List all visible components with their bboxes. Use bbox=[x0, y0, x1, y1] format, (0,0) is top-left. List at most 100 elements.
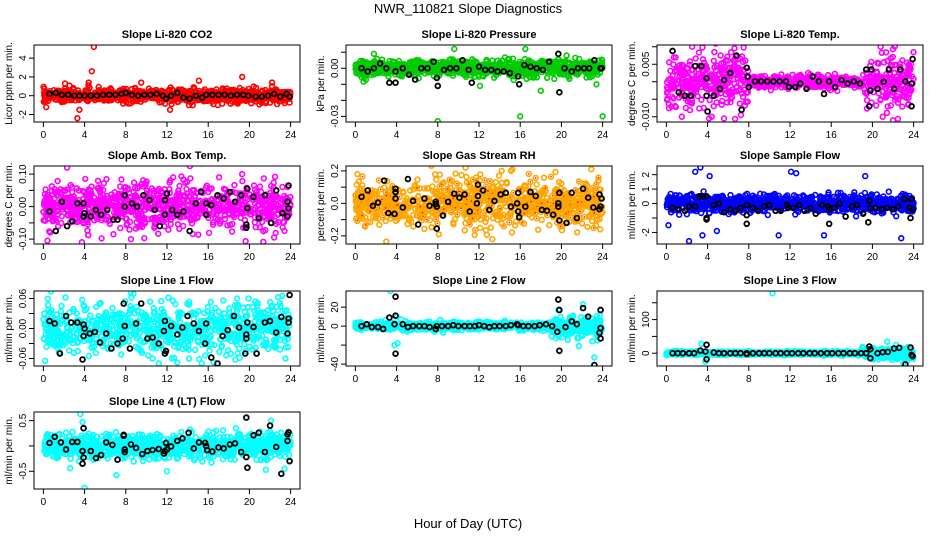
data-point bbox=[492, 178, 499, 186]
data-point bbox=[116, 183, 124, 190]
data-point bbox=[166, 179, 173, 186]
data-point bbox=[669, 93, 676, 101]
data-point bbox=[131, 185, 139, 192]
data-point bbox=[191, 186, 198, 194]
outlier-point bbox=[127, 235, 135, 243]
data-point bbox=[447, 180, 454, 187]
data-point-inner bbox=[379, 188, 382, 191]
data-point bbox=[439, 60, 447, 67]
data-point bbox=[428, 166, 435, 169]
hourly-mean-point bbox=[405, 71, 413, 78]
hourly-mean-point bbox=[868, 66, 875, 73]
data-point bbox=[400, 61, 408, 69]
outlier-point bbox=[889, 45, 897, 53]
data-point bbox=[901, 93, 908, 100]
data-point bbox=[383, 178, 391, 185]
data-point bbox=[461, 227, 468, 234]
data-point bbox=[262, 209, 269, 216]
data-point-inner bbox=[441, 183, 443, 185]
data-point-inner bbox=[361, 175, 364, 178]
hourly-mean-point bbox=[710, 92, 718, 100]
data-point bbox=[205, 229, 213, 237]
hourly-mean-point bbox=[411, 76, 419, 83]
hourly-mean-point bbox=[585, 64, 593, 72]
hourly-mean-point bbox=[167, 92, 175, 100]
hourly-mean-point bbox=[80, 200, 87, 207]
data-point bbox=[188, 220, 196, 227]
hourly-mean-point bbox=[820, 90, 828, 98]
outlier-point bbox=[517, 113, 524, 120]
hourly-mean-point bbox=[506, 69, 514, 77]
hourly-mean-point bbox=[93, 92, 101, 100]
data-point bbox=[880, 59, 887, 66]
data-point bbox=[215, 174, 223, 181]
data-point bbox=[41, 197, 48, 205]
data-points bbox=[352, 166, 606, 244]
data-point bbox=[894, 99, 902, 106]
hourly-mean-point bbox=[434, 82, 442, 90]
data-point bbox=[834, 77, 842, 85]
hourly-mean-point bbox=[244, 204, 251, 212]
data-point-inner bbox=[443, 208, 445, 210]
panel-title: Slope Li-820 CO2 bbox=[122, 29, 212, 41]
data-point bbox=[868, 58, 875, 66]
data-point bbox=[182, 179, 189, 187]
data-point bbox=[405, 217, 413, 224]
hourly-mean-point bbox=[757, 78, 765, 85]
data-point bbox=[137, 203, 145, 210]
data-point bbox=[411, 67, 419, 74]
data-point bbox=[544, 198, 552, 205]
panel-title: Slope Li-820 Temp. bbox=[740, 29, 839, 41]
data-point bbox=[41, 191, 49, 198]
data-point bbox=[202, 184, 210, 191]
data-point bbox=[573, 229, 581, 236]
data-point bbox=[458, 171, 465, 179]
data-point bbox=[250, 182, 258, 189]
data-point bbox=[584, 223, 591, 231]
data-point bbox=[158, 215, 166, 222]
data-point bbox=[672, 103, 680, 111]
hourly-mean-point bbox=[687, 92, 695, 100]
hourly-mean-point bbox=[716, 85, 724, 93]
data-point bbox=[360, 78, 367, 85]
data-point bbox=[108, 86, 115, 93]
hourly-mean-point bbox=[856, 80, 864, 87]
data-point bbox=[684, 97, 691, 105]
data-point bbox=[538, 57, 545, 64]
data-point bbox=[94, 177, 102, 185]
data-point bbox=[498, 220, 505, 227]
hourly-mean-point bbox=[738, 106, 745, 114]
data-point bbox=[362, 222, 369, 229]
data-point bbox=[271, 173, 279, 181]
data-point bbox=[268, 195, 275, 202]
data-point bbox=[824, 71, 832, 79]
hourly-mean-point bbox=[198, 94, 206, 101]
hourly-mean-point bbox=[751, 78, 759, 85]
data-point bbox=[517, 65, 524, 73]
hourly-mean-point bbox=[424, 64, 431, 72]
data-point bbox=[155, 187, 162, 195]
hourly-mean-point bbox=[141, 91, 148, 99]
data-point bbox=[516, 58, 524, 66]
data-point bbox=[251, 200, 259, 207]
data-point bbox=[376, 69, 384, 76]
data-point bbox=[421, 185, 428, 192]
x-tick-label: 24 bbox=[908, 130, 920, 141]
outlier-point bbox=[178, 173, 185, 180]
data-point bbox=[78, 239, 86, 244]
data-point bbox=[444, 185, 451, 193]
data-point bbox=[174, 98, 182, 105]
outlier-point bbox=[740, 45, 747, 51]
hourly-mean-point bbox=[698, 62, 705, 70]
data-point bbox=[373, 55, 381, 63]
data-point bbox=[663, 96, 671, 104]
hourly-mean-point bbox=[286, 93, 293, 100]
hourly-mean-point bbox=[128, 200, 136, 207]
data-point bbox=[181, 192, 188, 199]
hourly-mean-point bbox=[832, 83, 839, 91]
outlier-point bbox=[44, 237, 51, 244]
hourly-mean-point bbox=[704, 108, 711, 115]
hourly-mean-point bbox=[174, 89, 181, 97]
hourly-mean-point bbox=[745, 83, 753, 91]
hourly-mean-point bbox=[909, 55, 916, 63]
